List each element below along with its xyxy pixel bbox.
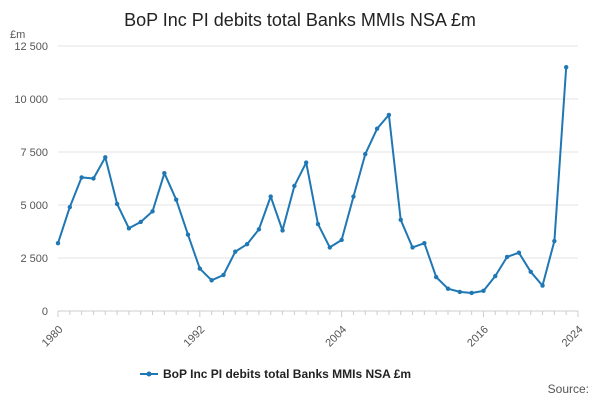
x-axis-ticks: 1980 1992 2004 2016 2024 — [40, 311, 586, 350]
data-point[interactable] — [528, 269, 533, 274]
data-point[interactable] — [552, 238, 557, 244]
data-point[interactable] — [493, 273, 498, 279]
data-point[interactable] — [162, 171, 167, 176]
data-point[interactable] — [457, 289, 463, 295]
data-point[interactable] — [173, 197, 179, 202]
data-point[interactable] — [268, 194, 273, 199]
data-point[interactable] — [79, 175, 84, 180]
data-point[interactable] — [150, 209, 155, 214]
data-point[interactable] — [244, 242, 250, 247]
data-point[interactable] — [126, 226, 132, 231]
data-point[interactable] — [433, 274, 439, 280]
y-tick-label: 5 000 — [20, 200, 48, 212]
legend-point-marker — [146, 371, 152, 377]
data-point[interactable] — [221, 272, 226, 278]
data-point[interactable] — [351, 194, 356, 199]
data-point[interactable] — [504, 254, 510, 260]
data-point[interactable] — [292, 183, 297, 189]
data-point[interactable] — [303, 160, 309, 165]
data-point[interactable] — [445, 286, 451, 291]
data-point[interactable] — [91, 176, 96, 181]
data-point[interactable] — [233, 249, 238, 254]
y-axis-ticks: 0 2 500 5 000 7 500 10 000 12 500 — [14, 41, 48, 318]
data-point[interactable] — [481, 288, 486, 294]
x-tick-label: 2004 — [323, 324, 349, 350]
y-tick-label: 10 000 — [14, 94, 48, 106]
data-point[interactable] — [422, 240, 427, 246]
data-point[interactable] — [398, 217, 403, 223]
data-point[interactable] — [363, 151, 368, 157]
x-tick-label: 1980 — [40, 324, 66, 350]
x-tick-label: 2016 — [465, 324, 491, 350]
data-point[interactable] — [55, 240, 61, 246]
source-label: Source: — [548, 382, 589, 396]
y-tick-label: 2 500 — [20, 253, 48, 265]
data-point[interactable] — [516, 250, 522, 255]
data-point[interactable] — [410, 245, 415, 250]
data-point[interactable] — [209, 278, 214, 283]
data-point[interactable] — [327, 245, 333, 250]
data-point[interactable] — [138, 219, 143, 225]
data-point[interactable] — [563, 65, 569, 70]
data-point[interactable] — [256, 227, 262, 232]
data-point[interactable] — [197, 266, 203, 271]
series-line — [57, 67, 568, 294]
grid-lines — [58, 45, 578, 312]
data-point[interactable] — [469, 290, 474, 296]
data-point[interactable] — [386, 112, 392, 118]
legend[interactable]: BoP Inc PI debits total Banks MMIs NSA £… — [140, 367, 411, 381]
data-point[interactable] — [339, 237, 344, 243]
data-point[interactable] — [374, 126, 380, 131]
data-point[interactable] — [103, 155, 108, 160]
data-point[interactable] — [185, 232, 191, 237]
y-unit-label: £m — [10, 29, 25, 41]
data-point[interactable] — [315, 221, 321, 227]
data-point[interactable] — [540, 283, 545, 288]
chart-title: BoP Inc PI debits total Banks MMIs NSA £… — [124, 10, 476, 30]
y-tick-label: 0 — [42, 306, 48, 318]
x-tick-label: 1992 — [182, 324, 208, 350]
series-group — [55, 65, 569, 296]
data-point[interactable] — [67, 204, 73, 210]
y-tick-label: 12 500 — [14, 41, 48, 53]
data-point[interactable] — [280, 228, 285, 233]
legend-label: BoP Inc PI debits total Banks MMIs NSA £… — [163, 367, 411, 381]
y-tick-label: 7 500 — [20, 147, 48, 159]
x-tick-label: 2024 — [560, 324, 586, 350]
data-point[interactable] — [114, 201, 120, 207]
